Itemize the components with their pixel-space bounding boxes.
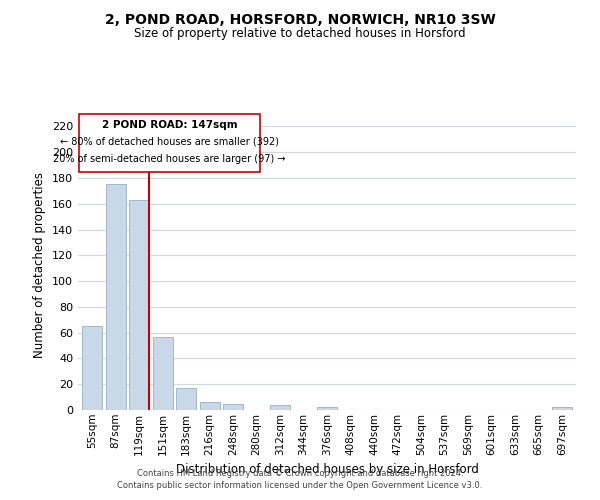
Text: Size of property relative to detached houses in Horsford: Size of property relative to detached ho…: [134, 28, 466, 40]
Bar: [200, 402, 220, 410]
Y-axis label: Number of detached properties: Number of detached properties: [34, 172, 46, 358]
Bar: [317, 408, 337, 410]
Text: 2 POND ROAD: 147sqm: 2 POND ROAD: 147sqm: [101, 120, 237, 130]
Bar: [106, 184, 125, 410]
Text: Contains HM Land Registry data © Crown copyright and database right 2024.: Contains HM Land Registry data © Crown c…: [137, 468, 463, 477]
Bar: [82, 326, 102, 410]
X-axis label: Distribution of detached houses by size in Horsford: Distribution of detached houses by size …: [176, 463, 478, 476]
Bar: [129, 200, 149, 410]
Bar: [223, 404, 243, 410]
Bar: [176, 388, 196, 410]
Text: 20% of semi-detached houses are larger (97) →: 20% of semi-detached houses are larger (…: [53, 154, 286, 164]
Bar: [152, 336, 173, 410]
Bar: [270, 405, 290, 410]
Bar: [552, 408, 572, 410]
Text: ← 80% of detached houses are smaller (392): ← 80% of detached houses are smaller (39…: [60, 136, 279, 146]
Text: Contains public sector information licensed under the Open Government Licence v3: Contains public sector information licen…: [118, 481, 482, 490]
Text: 2, POND ROAD, HORSFORD, NORWICH, NR10 3SW: 2, POND ROAD, HORSFORD, NORWICH, NR10 3S…: [104, 12, 496, 26]
